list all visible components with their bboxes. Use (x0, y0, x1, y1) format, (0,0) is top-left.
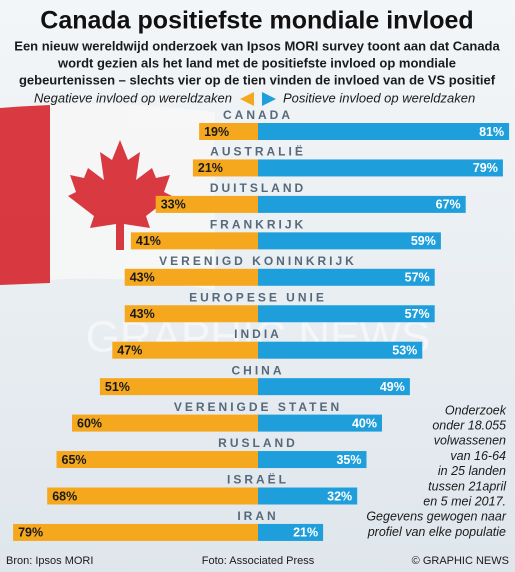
category-label: DUITSLAND (210, 181, 306, 195)
bar-positive (258, 123, 510, 140)
note: profiel van elke populatie (367, 525, 506, 539)
note: van 16-64 (450, 449, 506, 463)
note: Gegevens gewogen naar (366, 510, 507, 524)
category-label: CANADA (223, 108, 293, 122)
copyright: © GRAPHIC NEWS (412, 555, 509, 567)
bar-negative (192, 159, 258, 177)
bar-positive (258, 378, 410, 396)
note: tussen 21april (428, 479, 507, 493)
value-label: 79% (18, 526, 43, 540)
value-label: 33% (161, 198, 186, 212)
value-label: 43% (130, 271, 155, 285)
category-label: EUROPESE UNIE (189, 290, 327, 304)
value-label: 68% (52, 489, 77, 503)
bar-negative (155, 195, 258, 213)
category-label: INDIA (234, 327, 282, 341)
legend-arrow (262, 92, 276, 106)
value-label: 51% (105, 380, 130, 394)
note: in 25 landen (438, 464, 506, 478)
bar-positive (258, 487, 358, 505)
note: Onderzoek (445, 403, 507, 417)
subtitle: Een nieuw wereldwijd onderzoek van Ipsos… (14, 38, 500, 53)
bar-negative (130, 232, 258, 250)
value-label: 57% (405, 271, 430, 285)
legend-label: Negatieve invloed op wereldzaken (34, 90, 232, 105)
subtitle: gebeurtenissen – slechts vier op de tien… (19, 72, 496, 87)
category-label: IRAN (237, 509, 278, 523)
bar-positive (258, 523, 324, 541)
value-label: 49% (380, 380, 405, 394)
bar-negative (56, 451, 258, 469)
value-label: 35% (336, 453, 361, 467)
bar-negative (72, 414, 258, 432)
photo-credit: Foto: Associated Press (202, 555, 315, 567)
subtitle: wordt gezien als het land met de positie… (57, 55, 456, 70)
value-label: 65% (62, 453, 87, 467)
category-label: CHINA (232, 363, 285, 377)
bar-negative (124, 268, 258, 286)
legend-label: Positieve invloed op wereldzaken (283, 90, 475, 105)
source: Bron: Ipsos MORI (6, 555, 93, 567)
note: en 5 mei 2017. (423, 494, 506, 508)
value-label: 79% (473, 161, 498, 175)
value-label: 32% (327, 489, 352, 503)
value-label: 81% (479, 125, 504, 139)
bar-positive (258, 414, 382, 432)
value-label: 19% (204, 125, 229, 139)
value-label: 67% (436, 198, 461, 212)
bar-negative (112, 341, 258, 359)
note: onder 18.055 (432, 418, 506, 432)
bar-negative (199, 123, 258, 140)
bar-positive (258, 305, 435, 323)
value-label: 60% (77, 416, 102, 430)
category-label: VERENIGDE STATEN (174, 400, 342, 414)
category-label: ISRAËL (227, 472, 289, 487)
value-label: 40% (352, 416, 377, 430)
bar-negative (124, 305, 258, 323)
bar-positive (258, 159, 503, 177)
bar-positive (258, 195, 466, 213)
legend-arrow (240, 92, 254, 106)
value-label: 57% (405, 307, 430, 321)
bar-positive (258, 451, 367, 469)
value-label: 53% (392, 343, 417, 357)
chart-title: Canada positiefste mondiale invloed (40, 7, 473, 35)
category-label: FRANKRIJK (210, 218, 306, 232)
value-label: 41% (136, 234, 161, 248)
value-label: 21% (293, 526, 318, 540)
note: volwassenen (434, 434, 506, 448)
category-label: RUSLAND (218, 436, 298, 450)
bar-positive (258, 232, 441, 250)
value-label: 21% (198, 161, 223, 175)
category-label: VERENIGD KONINKRIJK (159, 254, 357, 268)
category-label: AUSTRALIË (210, 144, 306, 159)
bar-negative (13, 523, 258, 541)
value-label: 43% (130, 307, 155, 321)
bar-negative (47, 487, 259, 505)
value-label: 47% (117, 343, 142, 357)
value-label: 59% (411, 234, 436, 248)
bar-negative (99, 378, 259, 396)
bar-positive (258, 268, 435, 286)
bar-positive (258, 341, 423, 359)
